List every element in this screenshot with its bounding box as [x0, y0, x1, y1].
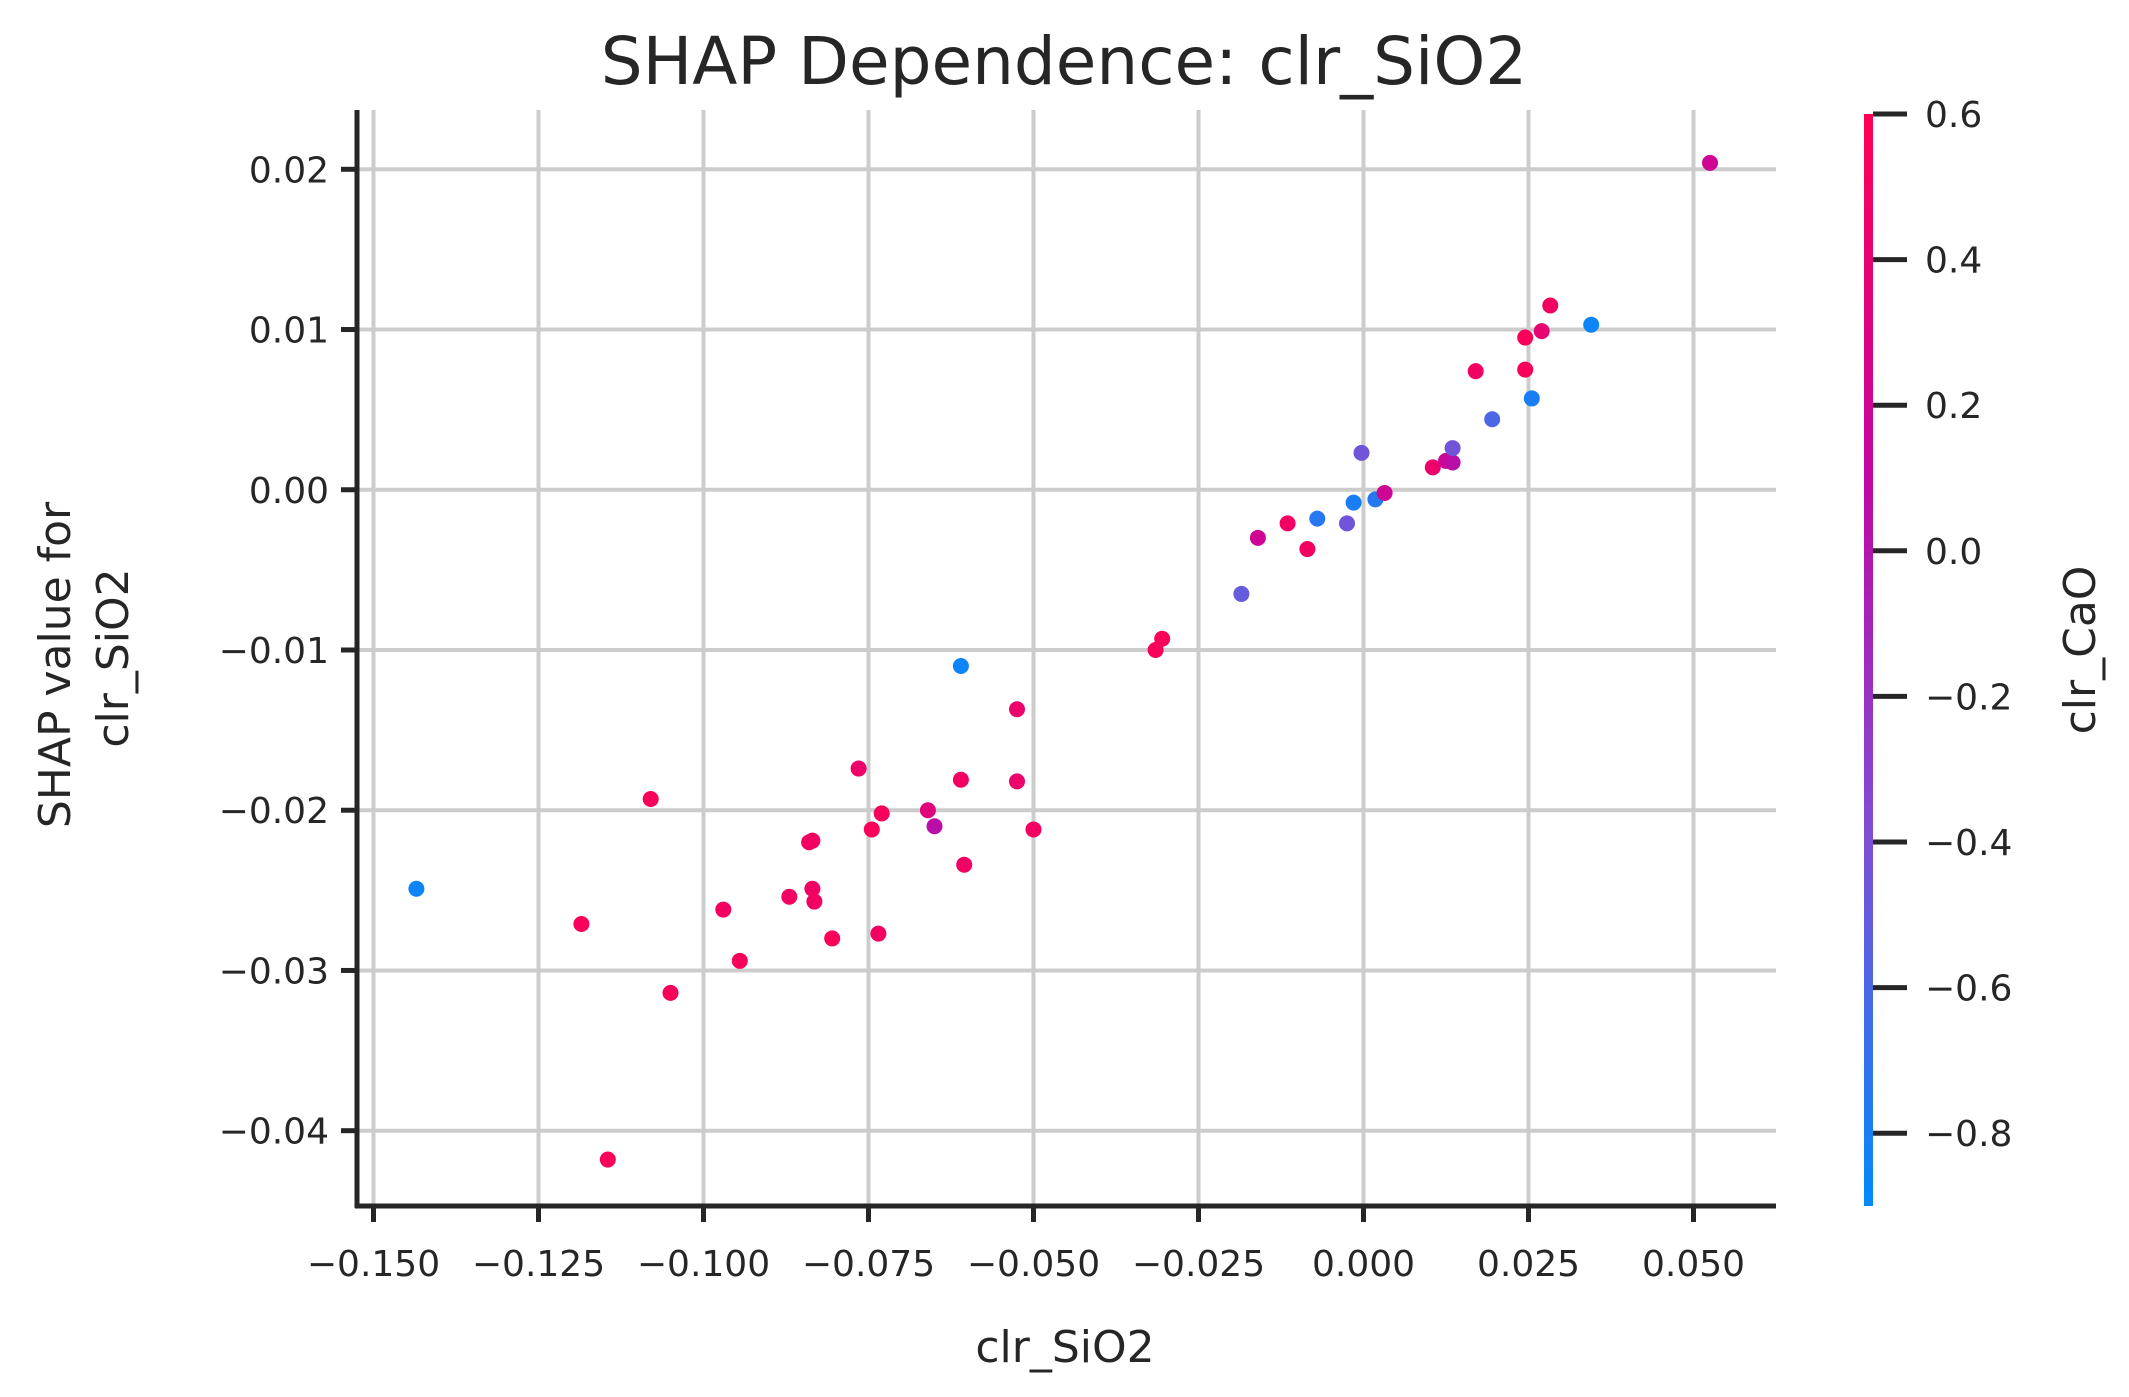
y-tick-label: −0.03 — [219, 951, 329, 992]
y-axis-ticks: 0.02 0.01 0.00 −0.01 −0.02 −0.03 −0.04 — [219, 150, 357, 1153]
scatter-point — [1542, 297, 1559, 314]
scatter-point — [642, 791, 659, 808]
y-axis-label-line-1: SHAP value for — [30, 501, 81, 828]
scatter-point — [1583, 316, 1600, 333]
x-tick-label: 0.025 — [1477, 1244, 1580, 1285]
colorbar-tick-label: 0.0 — [1925, 532, 1982, 573]
x-tick-label: 0.050 — [1642, 1244, 1745, 1285]
scatter-point — [731, 952, 748, 969]
colorbar — [1864, 114, 1873, 1206]
scatter-point — [863, 821, 880, 838]
x-tick-label: −0.075 — [802, 1244, 935, 1285]
scatter-point — [662, 984, 679, 1001]
scatter-point — [956, 856, 973, 873]
x-tick-label: −0.150 — [307, 1244, 440, 1285]
scatter-point — [1702, 154, 1718, 171]
chart-title: SHAP Dependence: clr_SiO2 — [601, 23, 1528, 100]
scatter-point — [408, 880, 425, 897]
scatter-point — [1009, 773, 1025, 790]
scatter-point — [1467, 363, 1484, 380]
scatter-point — [1025, 821, 1042, 838]
scatter-point — [873, 805, 890, 822]
scatter-point — [1339, 515, 1355, 532]
scatter-point — [1484, 411, 1501, 428]
y-tick-label: 0.01 — [249, 311, 329, 352]
scatter-point — [804, 880, 821, 897]
data-points — [408, 154, 1718, 1168]
y-tick-label: −0.04 — [219, 1112, 329, 1153]
scatter-point — [1345, 494, 1362, 511]
scatter-point — [573, 915, 590, 932]
x-tick-label: −0.125 — [472, 1244, 605, 1285]
x-tick-label: −0.050 — [967, 1244, 1100, 1285]
scatter-point — [1009, 701, 1025, 718]
scatter-point — [1154, 630, 1171, 647]
scatter-point — [599, 1151, 616, 1168]
y-axis-label: SHAP value for clr_SiO2 — [30, 488, 139, 828]
scatter-point — [1517, 361, 1534, 378]
scatter-point — [824, 930, 841, 947]
scatter-point — [1309, 510, 1326, 527]
scatter-point — [1424, 459, 1441, 476]
scatter-point — [952, 771, 969, 788]
y-tick-label: −0.02 — [219, 791, 329, 832]
scatter-point — [1444, 440, 1461, 457]
colorbar-label: clr_CaO — [2055, 566, 2106, 735]
x-tick-label: 0.000 — [1312, 1244, 1415, 1285]
x-axis-ticks: −0.150 −0.125 −0.100 −0.075 −0.050 −0.025 0.00… — [307, 1206, 1745, 1285]
colorbar-tick-label: 0.4 — [1925, 241, 1982, 282]
colorbar-tick-label: −0.4 — [1925, 823, 2012, 864]
scatter-point — [919, 802, 936, 819]
colorbar-tick-label: −0.8 — [1925, 1114, 2012, 1155]
grid-lines — [357, 110, 1776, 1206]
x-tick-label: −0.025 — [1132, 1244, 1265, 1285]
scatter-point — [1523, 390, 1540, 407]
x-axis-label: clr_SiO2 — [975, 1322, 1154, 1373]
scatter-point — [715, 901, 732, 918]
scatter-point — [781, 888, 798, 905]
scatter-point — [1533, 323, 1550, 340]
scatter-point — [926, 818, 943, 835]
scatter-point — [1279, 515, 1296, 532]
scatter-point — [1299, 541, 1316, 558]
scatter-point — [870, 925, 887, 942]
colorbar-ticks: 0.6 0.4 0.2 0.0 −0.2 −0.4 −0.6 −0.8 — [1873, 95, 2012, 1155]
scatter-point — [850, 760, 867, 777]
y-tick-label: −0.01 — [219, 631, 329, 672]
scatter-point — [1376, 484, 1393, 501]
scatter-point — [804, 832, 821, 849]
colorbar-tick-label: −0.6 — [1925, 969, 2012, 1010]
scatter-point — [1233, 585, 1250, 602]
y-tick-label: 0.02 — [249, 150, 329, 191]
scatter-point — [952, 658, 969, 675]
scatter-point — [1444, 454, 1461, 471]
colorbar-tick-label: 0.6 — [1925, 95, 1982, 136]
scatter-point — [1517, 329, 1534, 346]
y-tick-label: 0.00 — [249, 471, 329, 512]
colorbar-tick-label: −0.2 — [1925, 677, 2012, 718]
y-axis-label-line-2: clr_SiO2 — [88, 568, 139, 747]
colorbar-tick-label: 0.2 — [1925, 386, 1982, 427]
scatter-point — [806, 893, 823, 910]
scatter-point — [1249, 529, 1266, 546]
x-tick-label: −0.100 — [637, 1244, 770, 1285]
scatter-point — [1353, 444, 1370, 461]
